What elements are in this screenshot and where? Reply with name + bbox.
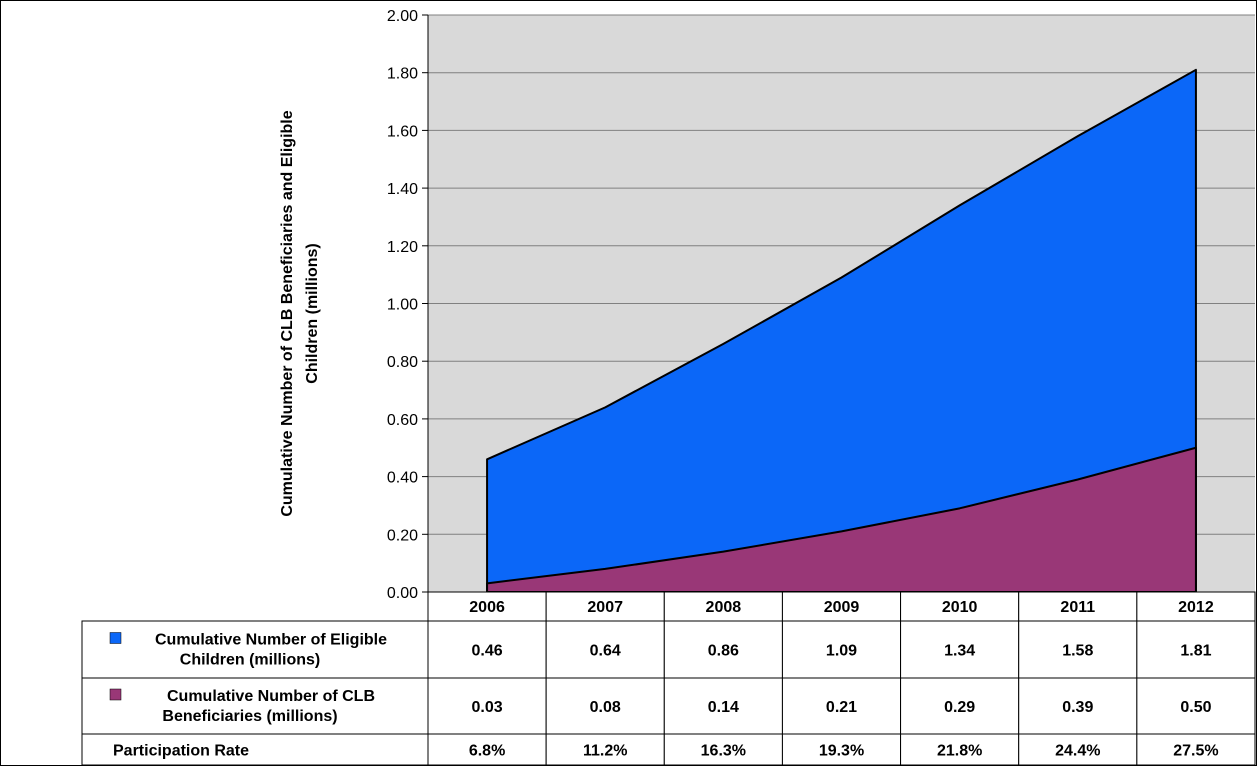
y-axis-title-line-1: Cumulative Number of CLB Beneficiaries a… bbox=[279, 110, 296, 516]
y-tick-label: 0.00 bbox=[387, 585, 418, 602]
area-series-clb-beneficiaries bbox=[486, 446, 1197, 593]
data-value-label: 1.34 bbox=[944, 643, 975, 660]
table-row-label-cell bbox=[81, 677, 429, 735]
table-cell bbox=[1018, 677, 1138, 735]
participation-rate-value: 16.3% bbox=[701, 743, 746, 760]
y-tick-label: 1.40 bbox=[387, 181, 418, 198]
data-value-label: 0.50 bbox=[1180, 699, 1211, 716]
table-cell bbox=[900, 677, 1020, 735]
table-cell bbox=[427, 733, 547, 766]
table-header-cell bbox=[900, 591, 1020, 622]
table-cell bbox=[781, 677, 902, 735]
table-cell bbox=[1136, 733, 1256, 766]
x-category-label: 2007 bbox=[587, 599, 623, 616]
x-category-label: 2012 bbox=[1178, 599, 1214, 616]
x-category-label: 2010 bbox=[942, 599, 978, 616]
data-value-label: 0.46 bbox=[472, 643, 503, 660]
participation-rate-value: 11.2% bbox=[583, 743, 627, 760]
data-value-label: 0.39 bbox=[1062, 699, 1093, 716]
table-row-label-cell bbox=[81, 733, 429, 766]
data-value-label: 0.21 bbox=[826, 699, 857, 716]
table-row-label-cell bbox=[81, 620, 429, 679]
data-table: 2006 2007 2008 2009 2010 2011 2012 Cumulative N… bbox=[81, 591, 1256, 766]
y-tick-label: 1.80 bbox=[387, 66, 418, 83]
y-tick-label: 1.00 bbox=[387, 297, 418, 314]
table-header-cell bbox=[663, 591, 783, 622]
y-tick-label: 2.00 bbox=[387, 8, 418, 25]
y-tick-label: 0.20 bbox=[387, 527, 418, 544]
participation-rate-value: 19.3% bbox=[819, 743, 864, 760]
table-cell bbox=[427, 620, 547, 679]
data-value-label: 0.29 bbox=[944, 699, 975, 716]
participation-rate-value: 6.8% bbox=[469, 743, 505, 760]
series-name-line-2: Beneficiaries (millions) bbox=[162, 708, 337, 725]
data-value-label: 1.58 bbox=[1062, 643, 1093, 660]
y-axis-title-line-2: Children (millions) bbox=[304, 243, 321, 383]
x-category-label: 2009 bbox=[824, 599, 860, 616]
table-cell bbox=[663, 677, 783, 735]
series-name-line-2: Children (millions) bbox=[180, 652, 320, 669]
legend-key-clb-beneficiaries bbox=[109, 688, 122, 701]
data-value-label: 1.09 bbox=[826, 643, 857, 660]
participation-rate-value: 24.4% bbox=[1055, 743, 1100, 760]
series-name-line-1: Cumulative Number of Eligible bbox=[155, 632, 387, 649]
y-tick-label: 0.60 bbox=[387, 412, 418, 429]
data-value-label: 1.81 bbox=[1180, 643, 1211, 660]
table-cell bbox=[663, 733, 783, 766]
table-header-cell bbox=[545, 591, 665, 622]
x-category-label: 2006 bbox=[469, 599, 505, 616]
legend-key-eligible-children bbox=[109, 632, 122, 644]
participation-rate-value: 27.5% bbox=[1173, 743, 1218, 760]
participation-rate-value: 21.8% bbox=[937, 743, 982, 760]
y-tick-label: 0.40 bbox=[387, 470, 418, 487]
data-value-label: 0.86 bbox=[708, 643, 739, 660]
data-value-label: 0.14 bbox=[708, 699, 739, 716]
y-tick-label: 0.80 bbox=[387, 354, 418, 371]
area-series-eligible-children bbox=[486, 68, 1197, 593]
y-axis: 0.00 0.20 0.40 0.60 0.80 1.00 1.20 1.40 1.60 1.80… bbox=[387, 8, 429, 602]
y-tick-label: 1.60 bbox=[387, 123, 418, 140]
table-cell bbox=[781, 620, 902, 679]
participation-rate-label: Participation Rate bbox=[113, 743, 249, 760]
data-value-label: 0.64 bbox=[590, 643, 621, 660]
table-header-cell bbox=[1018, 591, 1138, 622]
table-cell bbox=[1136, 620, 1256, 679]
table-cell bbox=[545, 620, 665, 679]
series-name-line-1: Cumulative Number of CLB bbox=[167, 688, 375, 705]
table-cell bbox=[545, 733, 665, 766]
x-category-label: 2011 bbox=[1060, 599, 1095, 616]
table-cell bbox=[900, 620, 1020, 679]
x-category-label: 2008 bbox=[706, 599, 742, 616]
table-header-cell bbox=[1136, 591, 1256, 622]
table-cell bbox=[900, 733, 1020, 766]
table-cell bbox=[1018, 733, 1138, 766]
data-value-label: 0.03 bbox=[472, 699, 503, 716]
data-value-label: 0.08 bbox=[590, 699, 621, 716]
area-series bbox=[486, 68, 1197, 593]
table-header-cell bbox=[427, 591, 547, 622]
y-tick-label: 1.20 bbox=[387, 239, 418, 256]
